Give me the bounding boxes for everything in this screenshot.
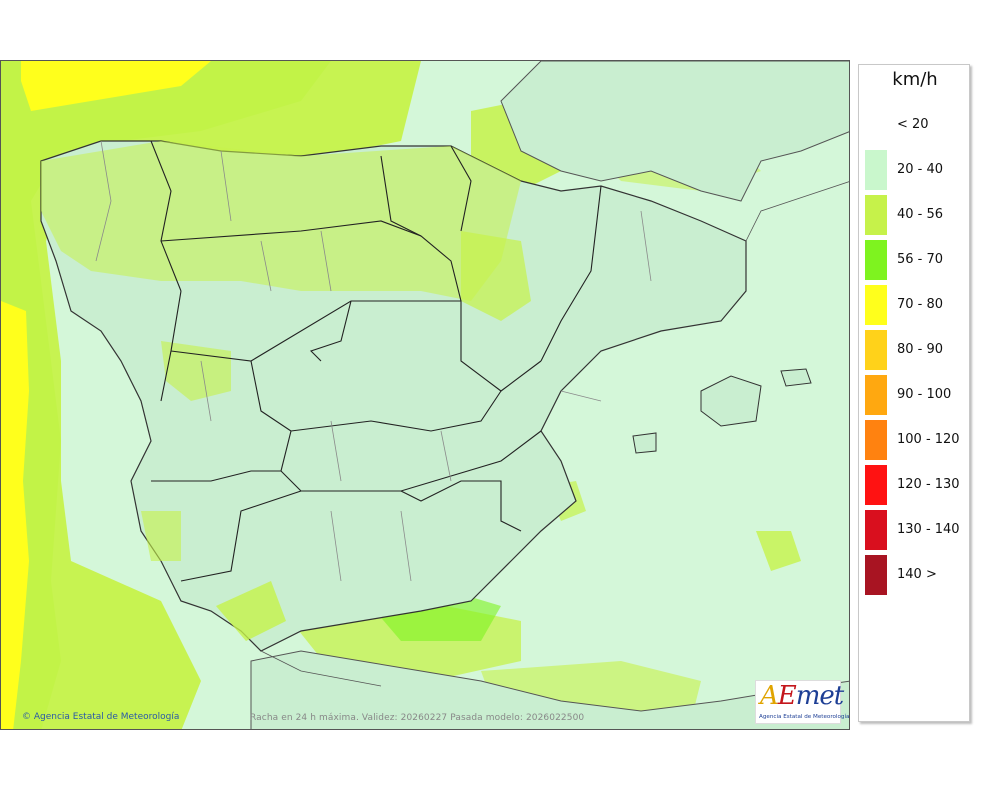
legend-label: 120 - 130: [897, 477, 960, 492]
southwest-band: [141, 511, 181, 561]
map-frame: [0, 60, 850, 730]
aemet-logo-mark: AEmet: [760, 681, 844, 711]
mallorca: [700, 375, 762, 427]
legend-swatch: [865, 465, 887, 505]
legend-label: 140 >: [897, 567, 937, 582]
gust-map: [1, 61, 849, 729]
legend-label: 90 - 100: [897, 387, 952, 402]
map-caption: Racha en 24 h máxima. Validez: 20260227 …: [250, 713, 585, 723]
legend-label: 56 - 70: [897, 252, 944, 267]
legend-label: 100 - 120: [897, 432, 960, 447]
legend-swatch: [865, 195, 887, 235]
aemet-logo-subtitle: Agencia Estatal de Meteorología: [759, 714, 850, 720]
legend-label: 80 - 90: [897, 342, 944, 357]
legend-item: 20 - 40: [859, 150, 971, 190]
legend-item: 140 >: [859, 555, 971, 595]
legend-swatch: [865, 555, 887, 595]
legend-swatch: [865, 330, 887, 370]
menorca: [780, 368, 812, 387]
legend-label: 20 - 40: [897, 162, 944, 177]
legend-label: 130 - 140: [897, 522, 960, 537]
coastline-detail: [260, 181, 849, 687]
legend-swatch: [865, 285, 887, 325]
ebro-band-40-56: [461, 231, 531, 321]
legend-swatch: [865, 420, 887, 460]
legend-label: 70 - 80: [897, 297, 944, 312]
atlantic-band-70-80-north: [21, 61, 211, 111]
legend-swatch: [865, 240, 887, 280]
med-patch-east: [756, 531, 801, 571]
france-land: [500, 61, 849, 202]
legend-label: < 20: [897, 117, 929, 132]
legend-item: 90 - 100: [859, 375, 971, 415]
legend-item: 100 - 120: [859, 420, 971, 460]
north-spain-band-40-56: [41, 141, 521, 301]
atlantic-band-40-56: [1, 61, 421, 729]
legend-swatch: [865, 375, 887, 415]
copyright-text: © Agencia Estatal de Meteorología: [22, 712, 180, 722]
legend-unit: km/h: [892, 69, 938, 90]
legend-swatch: [865, 105, 887, 145]
legend-item: 120 - 130: [859, 465, 971, 505]
legend-swatch: [865, 510, 887, 550]
atlantic-band-70-80-west: [1, 301, 29, 729]
legend-item: 130 - 140: [859, 510, 971, 550]
aemet-logo: AEmet Agencia Estatal de Meteorología: [755, 680, 849, 724]
legend-item: 80 - 90: [859, 330, 971, 370]
legend-item: 40 - 56: [859, 195, 971, 235]
legend-item: 70 - 80: [859, 285, 971, 325]
regional-borders: [150, 140, 602, 582]
north-africa-land: [250, 650, 849, 729]
legend-item: < 20: [859, 105, 971, 145]
color-legend: km/h < 20 20 - 40 40 - 56 56 - 70 70 - 80 80 …: [858, 64, 970, 722]
gibraltar-band: [216, 581, 286, 641]
legend-item: 56 - 70: [859, 240, 971, 280]
provincial-borders: [95, 140, 652, 582]
legend-swatch: [865, 150, 887, 190]
ibiza: [632, 432, 657, 454]
legend-label: 40 - 56: [897, 207, 944, 222]
